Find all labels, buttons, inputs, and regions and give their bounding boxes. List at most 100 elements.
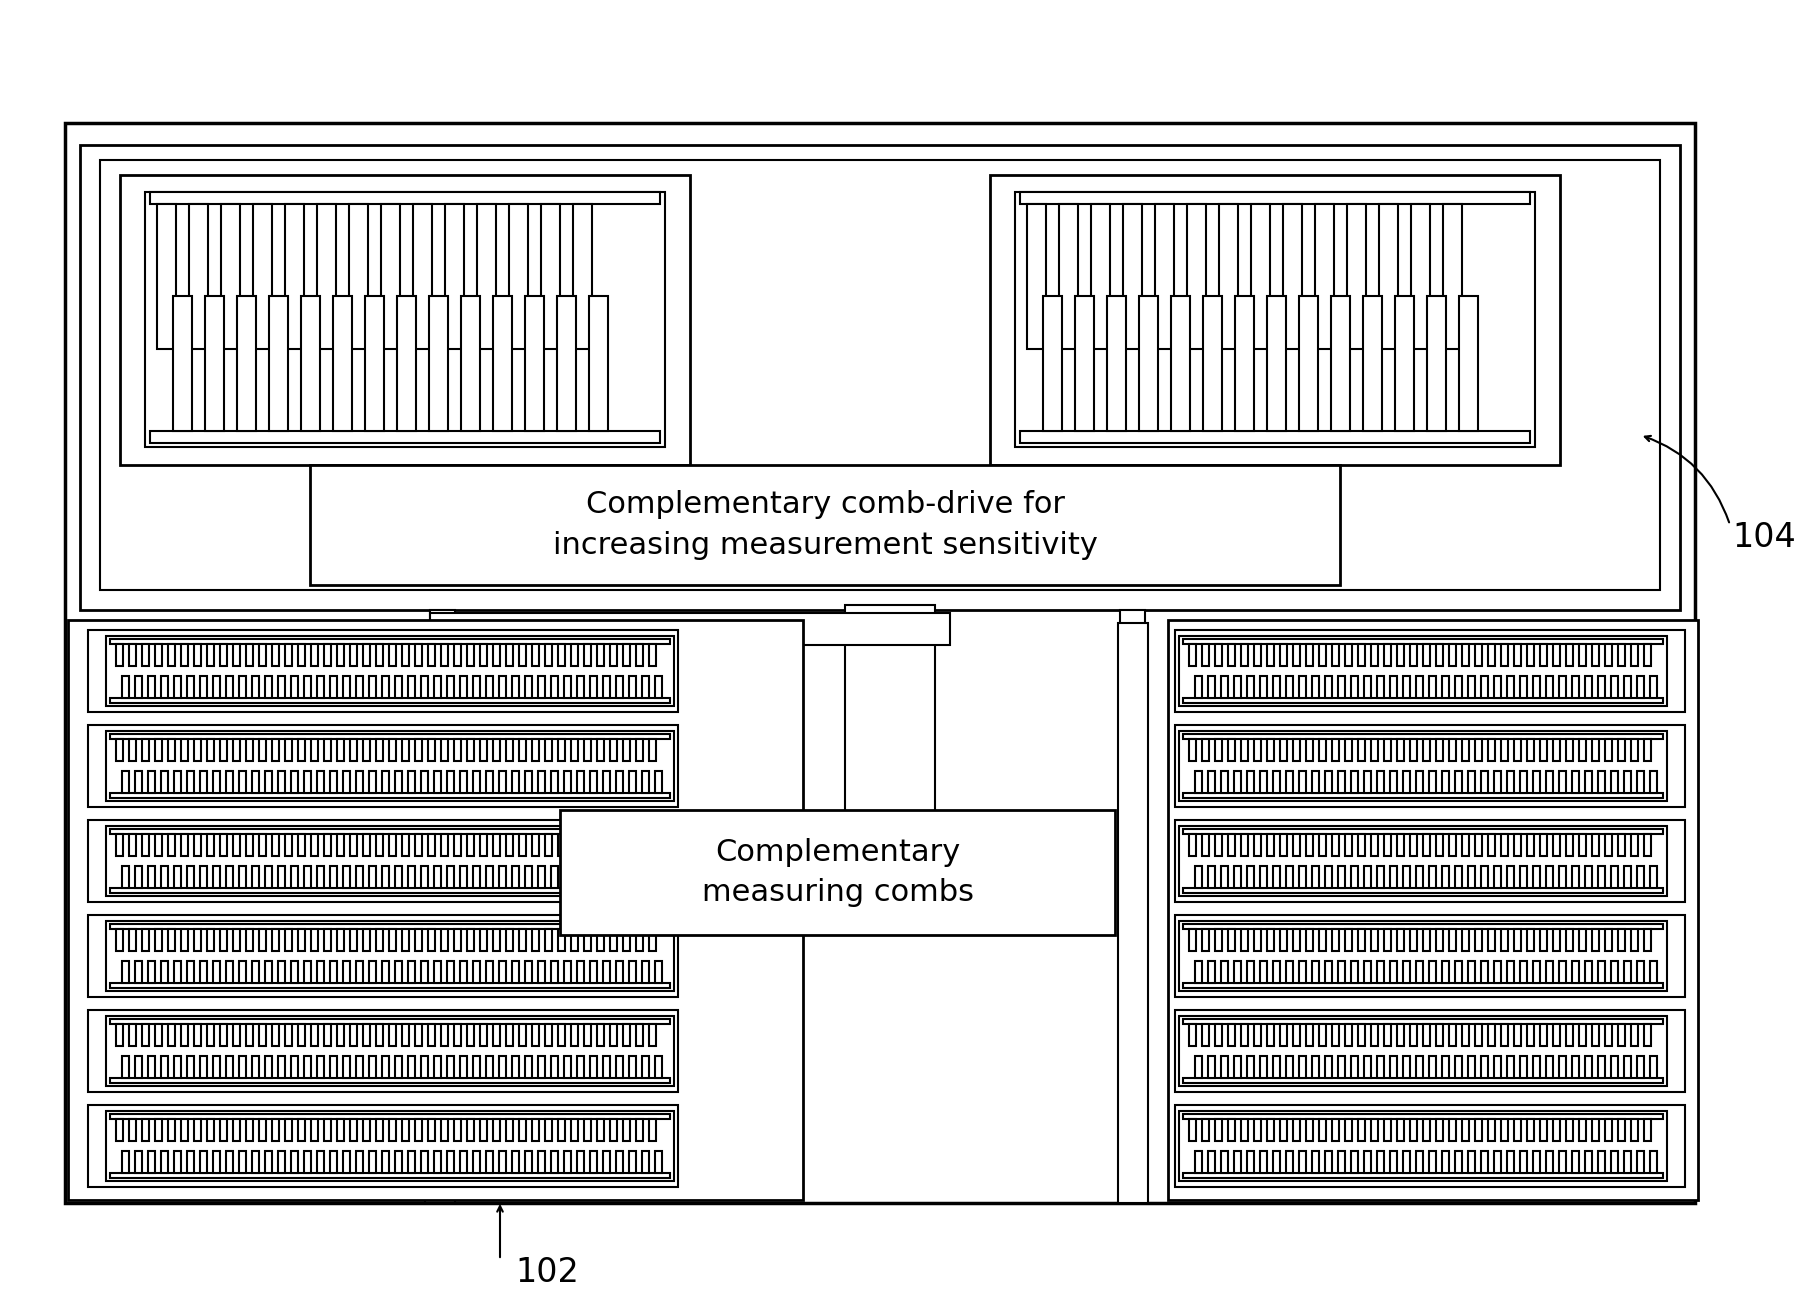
- Bar: [1371, 1118, 1378, 1141]
- Bar: [1122, 204, 1142, 348]
- Bar: [105, 921, 674, 990]
- Bar: [409, 1151, 416, 1173]
- Bar: [441, 834, 449, 856]
- Bar: [245, 643, 252, 666]
- Bar: [147, 867, 154, 887]
- Bar: [434, 867, 441, 887]
- Bar: [301, 296, 320, 431]
- Bar: [1273, 1151, 1280, 1173]
- Bar: [162, 960, 169, 983]
- Bar: [278, 960, 285, 983]
- Bar: [1487, 929, 1495, 951]
- Bar: [129, 1118, 136, 1141]
- Bar: [434, 771, 441, 793]
- Bar: [1455, 1151, 1462, 1173]
- Bar: [459, 1056, 467, 1078]
- Bar: [376, 929, 383, 951]
- Bar: [648, 834, 656, 856]
- Bar: [1318, 1118, 1326, 1141]
- Bar: [285, 834, 292, 856]
- Bar: [343, 867, 350, 887]
- Bar: [421, 676, 429, 698]
- Bar: [1248, 1056, 1255, 1078]
- Bar: [1389, 867, 1397, 887]
- Bar: [232, 834, 240, 856]
- Bar: [507, 929, 512, 951]
- Bar: [338, 1118, 343, 1141]
- Bar: [487, 1056, 492, 1078]
- Bar: [1182, 733, 1663, 739]
- Bar: [507, 1118, 512, 1141]
- Bar: [1188, 204, 1206, 348]
- Bar: [1219, 204, 1239, 348]
- Bar: [538, 676, 545, 698]
- Bar: [1502, 1118, 1507, 1141]
- Bar: [429, 1024, 436, 1047]
- Bar: [492, 739, 499, 761]
- Bar: [1240, 1024, 1248, 1047]
- Bar: [1384, 1118, 1391, 1141]
- Bar: [447, 1056, 454, 1078]
- Bar: [603, 771, 610, 793]
- Bar: [550, 676, 558, 698]
- Bar: [577, 867, 585, 887]
- Bar: [1384, 1024, 1391, 1047]
- Bar: [1598, 676, 1605, 698]
- Bar: [162, 1151, 169, 1173]
- Bar: [173, 296, 192, 431]
- Bar: [194, 929, 202, 951]
- Bar: [1189, 929, 1197, 951]
- Bar: [318, 1151, 323, 1173]
- Bar: [116, 1024, 123, 1047]
- Bar: [1306, 739, 1313, 761]
- Bar: [558, 1118, 565, 1141]
- Bar: [1598, 867, 1605, 887]
- Bar: [1455, 1056, 1462, 1078]
- Bar: [1520, 1151, 1527, 1173]
- Bar: [648, 1024, 656, 1047]
- Bar: [479, 1118, 487, 1141]
- Bar: [577, 960, 585, 983]
- Bar: [1235, 1056, 1240, 1078]
- Bar: [1175, 1105, 1685, 1188]
- Bar: [487, 676, 492, 698]
- Bar: [1475, 1118, 1482, 1141]
- Bar: [550, 867, 558, 887]
- Bar: [1202, 1118, 1209, 1141]
- Bar: [194, 1024, 202, 1047]
- Bar: [525, 1056, 532, 1078]
- Bar: [628, 1056, 636, 1078]
- Bar: [1248, 676, 1255, 698]
- Bar: [1228, 739, 1235, 761]
- Bar: [1429, 1056, 1436, 1078]
- Bar: [1268, 929, 1275, 951]
- Bar: [648, 1118, 656, 1141]
- Bar: [1507, 771, 1515, 793]
- Bar: [1351, 771, 1358, 793]
- Bar: [182, 643, 189, 666]
- Bar: [1416, 771, 1424, 793]
- Bar: [116, 643, 123, 666]
- Bar: [532, 929, 539, 951]
- Bar: [1618, 643, 1625, 666]
- Bar: [597, 1024, 605, 1047]
- Bar: [129, 834, 136, 856]
- Bar: [1475, 739, 1482, 761]
- Bar: [1611, 771, 1618, 793]
- Bar: [134, 771, 142, 793]
- Bar: [429, 643, 436, 666]
- Bar: [232, 1118, 240, 1141]
- Bar: [332, 296, 352, 431]
- Bar: [479, 929, 487, 951]
- Bar: [134, 1151, 142, 1173]
- Bar: [232, 739, 240, 761]
- Bar: [1409, 929, 1416, 951]
- Bar: [1558, 867, 1565, 887]
- Bar: [1553, 1024, 1560, 1047]
- Bar: [990, 175, 1560, 465]
- Bar: [499, 771, 507, 793]
- Bar: [1235, 960, 1240, 983]
- Bar: [648, 929, 656, 951]
- Bar: [1371, 929, 1378, 951]
- Bar: [1585, 867, 1593, 887]
